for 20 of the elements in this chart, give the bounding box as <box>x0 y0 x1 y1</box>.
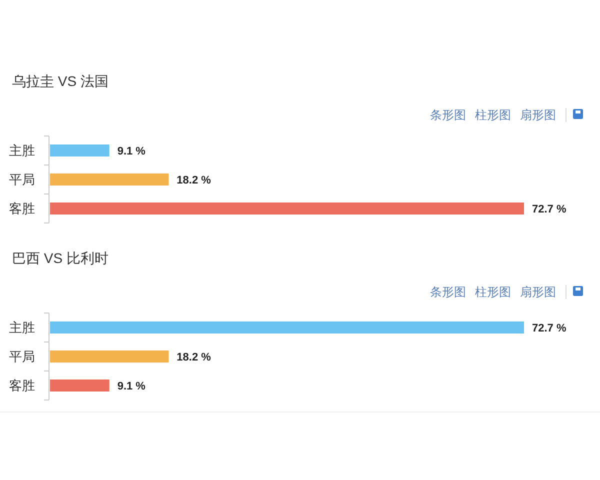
y-tick-label: 客胜 <box>9 378 35 393</box>
y-tick-label: 客胜 <box>9 201 35 216</box>
data-label: 9.1 % <box>117 146 146 158</box>
y-tick-label: 平局 <box>9 349 35 364</box>
data-label: 72.7 % <box>532 204 566 216</box>
data-label: 9.1 % <box>117 380 146 392</box>
text: 扇形图 <box>520 285 556 299</box>
y-tick-label: 主胜 <box>9 320 35 335</box>
text: 条形图 <box>430 108 466 122</box>
text: 柱形图 <box>475 108 511 122</box>
y-tick-label: 主胜 <box>9 143 35 158</box>
data-label: 18.2 % <box>176 174 212 186</box>
chart-title: 巴西 VS 比利时 <box>12 250 108 266</box>
data-label: 18.2 % <box>176 352 212 364</box>
chart-title: 乌拉圭 VS 法国 <box>12 73 108 89</box>
y-tick-label: 平局 <box>9 172 35 187</box>
data-label: 72.7 % <box>532 322 566 334</box>
text: 柱形图 <box>475 285 511 299</box>
text: 条形图 <box>430 285 466 299</box>
text: 扇形图 <box>520 108 556 122</box>
